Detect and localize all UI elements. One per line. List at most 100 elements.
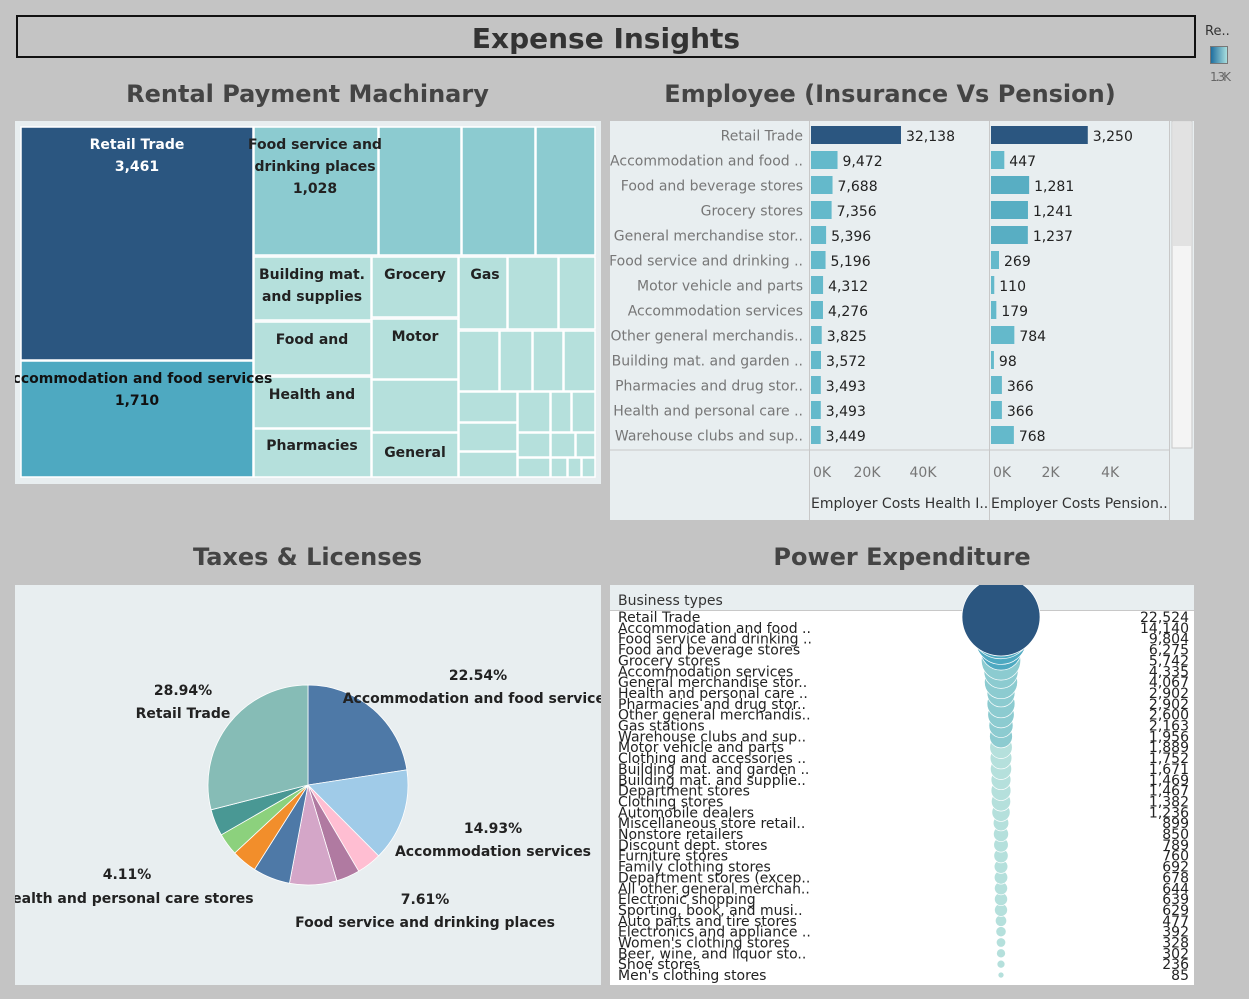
business-type-label: Furniture stores bbox=[618, 849, 728, 865]
category-label: Food and beverage stores bbox=[621, 179, 803, 195]
treemap-tile bbox=[499, 330, 533, 392]
bar-value-label: 32,138 bbox=[906, 129, 955, 145]
scrollbar-thumb bbox=[1173, 122, 1191, 246]
color-legend-swatch[interactable] bbox=[1210, 46, 1228, 64]
treemap-tile bbox=[550, 391, 572, 433]
bar bbox=[811, 401, 821, 419]
category-label: Building mat. and garden .. bbox=[612, 354, 803, 370]
pie-slice bbox=[207, 684, 309, 811]
bar-value-label: 1,281 bbox=[1034, 179, 1074, 195]
value-label: 302 bbox=[1162, 946, 1189, 962]
category-label: Grocery stores bbox=[701, 204, 803, 220]
value-label: 6,275 bbox=[1149, 643, 1189, 659]
value-label: 2,902 bbox=[1149, 697, 1189, 713]
pie-category-label: Accommodation services bbox=[395, 844, 591, 860]
value-label: 629 bbox=[1162, 903, 1189, 919]
bar-value-label: 366 bbox=[1007, 379, 1034, 395]
bar bbox=[991, 426, 1014, 444]
treemap-tile bbox=[458, 330, 500, 392]
business-type-label: Accommodation services bbox=[618, 664, 793, 680]
pie-chart[interactable]: 22.54% Accommodation and food services 14.… bbox=[0, 585, 613, 985]
treemap-label: Health and bbox=[269, 387, 355, 403]
column-header: Business types bbox=[618, 593, 723, 609]
treemap-tile bbox=[371, 256, 459, 318]
bar bbox=[991, 201, 1028, 219]
category-label: Other general merchandis.. bbox=[610, 329, 803, 345]
treemap-label: Motor bbox=[392, 329, 439, 345]
category-label: Accommodation services bbox=[628, 304, 803, 320]
business-type-label: General merchandise stor.. bbox=[618, 675, 807, 691]
bar bbox=[811, 126, 901, 144]
bar-value-label: 3,250 bbox=[1093, 129, 1133, 145]
treemap-label: Retail Trade bbox=[90, 137, 185, 153]
bar bbox=[991, 176, 1030, 194]
bar bbox=[991, 126, 1088, 144]
employee-bar-chart[interactable]: Retail Trade Accommodation and food .. Foo… bbox=[609, 120, 1194, 520]
treemap-label: Grocery bbox=[384, 267, 446, 283]
pie-slice bbox=[307, 684, 408, 786]
bar-value-label: 7,688 bbox=[838, 179, 878, 195]
treemap-tile bbox=[517, 432, 551, 458]
axis-tick-label: 40K bbox=[910, 465, 938, 481]
value-label: 789 bbox=[1162, 838, 1189, 854]
bar bbox=[991, 401, 1002, 419]
bubble bbox=[961, 585, 1041, 657]
bar bbox=[991, 326, 1015, 344]
bar-value-label: 447 bbox=[1009, 154, 1036, 170]
value-label: 328 bbox=[1162, 936, 1189, 952]
business-type-label: Accommodation and food .. bbox=[618, 621, 811, 637]
business-type-label: Building mat. and garden .. bbox=[618, 762, 809, 778]
treemap-tile bbox=[458, 391, 518, 423]
legend-value: 1.3K bbox=[1210, 70, 1231, 84]
pie-percent-label: 22.54% bbox=[449, 668, 507, 684]
business-type-label: Clothing stores bbox=[618, 794, 723, 810]
business-type-label: Electronics and appliance .. bbox=[618, 925, 811, 941]
business-type-label: Electronic shopping bbox=[618, 892, 756, 908]
business-type-label: Gas stations bbox=[618, 719, 705, 735]
business-type-label: Department stores (excep.. bbox=[618, 870, 810, 886]
value-label: 236 bbox=[1162, 957, 1189, 973]
value-label: 760 bbox=[1162, 849, 1189, 865]
axis-tick-label: 0K bbox=[993, 465, 1012, 481]
page-title: Expense Insights bbox=[16, 15, 1196, 58]
axis-tick-label: 20K bbox=[854, 465, 882, 481]
treemap-panel: Retail Trade 3,461 Food service and drinkin… bbox=[2, 121, 601, 484]
power-title: Power Expenditure bbox=[773, 543, 1031, 571]
treemap-label: Accommodation and food services bbox=[15, 371, 272, 387]
treemap-chart[interactable]: Retail Trade 3,461 Food service and drinkin… bbox=[2, 121, 601, 484]
bar bbox=[991, 301, 997, 319]
treemap-tile bbox=[558, 256, 596, 330]
value-label: 1,469 bbox=[1149, 773, 1189, 789]
bar-value-label: 784 bbox=[1019, 329, 1046, 345]
bar-value-label: 1,237 bbox=[1033, 229, 1073, 245]
power-panel: Business types Retail Trade 22,524 Accommod… bbox=[610, 585, 1194, 985]
pie-category-label: Accommodation and food services bbox=[343, 691, 601, 707]
treemap-tile bbox=[535, 126, 596, 256]
value-label: 1,467 bbox=[1149, 784, 1189, 800]
value-label: 9,804 bbox=[1149, 632, 1189, 648]
treemap-label: Building mat. bbox=[259, 267, 365, 283]
bar bbox=[811, 201, 832, 219]
bar bbox=[991, 376, 1002, 394]
business-type-label: Motor vehicle and parts bbox=[618, 740, 784, 756]
business-type-label: Warehouse clubs and sup.. bbox=[618, 729, 806, 745]
bubble bbox=[995, 926, 1007, 938]
bar-value-label: 3,493 bbox=[826, 379, 866, 395]
pie-category-label: Retail Trade bbox=[136, 706, 231, 722]
bar-value-label: 179 bbox=[1001, 304, 1028, 320]
bar bbox=[811, 151, 838, 169]
category-label: General merchandise stor.. bbox=[614, 229, 803, 245]
treemap-tile bbox=[517, 457, 551, 478]
treemap-tile bbox=[20, 360, 254, 478]
treemap-tile bbox=[253, 256, 372, 321]
axis-tick-label: 0K bbox=[813, 465, 832, 481]
value-label: 1,382 bbox=[1149, 794, 1189, 810]
treemap-tile bbox=[458, 451, 518, 478]
business-type-label: Retail Trade bbox=[618, 610, 700, 626]
category-label: Retail Trade bbox=[721, 129, 803, 145]
bar bbox=[811, 301, 823, 319]
axis-title: Employer Costs Health I.. bbox=[811, 496, 988, 512]
legend-label[interactable]: Re.. bbox=[1205, 24, 1230, 39]
bar-value-label: 4,276 bbox=[828, 304, 868, 320]
